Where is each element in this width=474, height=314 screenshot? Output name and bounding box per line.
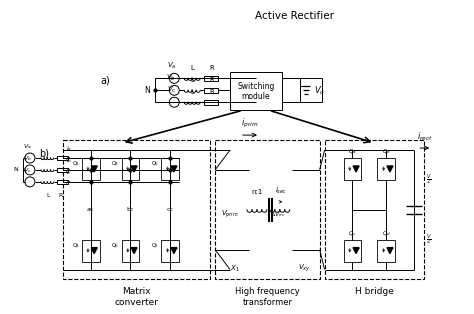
Polygon shape bbox=[131, 248, 137, 254]
Polygon shape bbox=[353, 166, 359, 172]
Text: N: N bbox=[145, 86, 150, 95]
Text: $X_1$: $X_1$ bbox=[230, 264, 240, 274]
Polygon shape bbox=[353, 248, 359, 254]
Text: $i_b$: $i_b$ bbox=[65, 156, 72, 165]
Text: $V_a$: $V_a$ bbox=[166, 61, 176, 71]
Text: Q₃: Q₃ bbox=[112, 161, 118, 166]
Text: $V_{prim}$: $V_{prim}$ bbox=[221, 209, 239, 220]
Polygon shape bbox=[131, 166, 137, 172]
Text: Q₆: Q₆ bbox=[112, 243, 118, 248]
Polygon shape bbox=[171, 166, 177, 172]
Text: R: R bbox=[210, 89, 215, 95]
Bar bbox=[204, 88, 218, 93]
Text: L: L bbox=[46, 193, 50, 198]
Text: $i_c$: $i_c$ bbox=[66, 168, 72, 177]
Text: $i_a$: $i_a$ bbox=[66, 144, 72, 153]
Text: Q₂: Q₂ bbox=[152, 243, 158, 248]
Text: R: R bbox=[210, 77, 215, 83]
Bar bbox=[57, 168, 68, 172]
Text: Matrix
converter: Matrix converter bbox=[114, 287, 158, 307]
Text: $i_{prim}$: $i_{prim}$ bbox=[241, 117, 259, 130]
Bar bbox=[204, 76, 218, 81]
Text: $\Delta V_{ec}$: $\Delta V_{ec}$ bbox=[270, 210, 285, 219]
Bar bbox=[377, 240, 395, 262]
Text: n:1: n:1 bbox=[252, 189, 263, 195]
Text: $V_o$: $V_o$ bbox=[314, 84, 325, 96]
Text: Q₁: Q₁ bbox=[73, 161, 79, 166]
Bar bbox=[230, 72, 282, 110]
Text: $i_{sec}$: $i_{sec}$ bbox=[275, 186, 287, 196]
Text: $Q_b$: $Q_b$ bbox=[382, 147, 391, 156]
Text: $\frac{V}{2}$: $\frac{V}{2}$ bbox=[426, 173, 432, 187]
Text: b): b) bbox=[39, 148, 49, 158]
Text: $V_c$: $V_c$ bbox=[166, 85, 176, 95]
Text: cc: cc bbox=[167, 207, 174, 212]
Text: R: R bbox=[210, 65, 215, 71]
Bar bbox=[57, 156, 68, 160]
Text: L: L bbox=[190, 65, 194, 71]
Bar bbox=[344, 158, 362, 180]
Text: $V_c$: $V_c$ bbox=[23, 166, 31, 175]
Polygon shape bbox=[91, 166, 97, 172]
Text: H bridge: H bridge bbox=[355, 287, 394, 296]
Bar bbox=[161, 240, 179, 262]
Text: High frequency
transformer: High frequency transformer bbox=[235, 287, 300, 307]
Text: R: R bbox=[59, 193, 63, 198]
Text: a): a) bbox=[100, 75, 110, 85]
Bar bbox=[121, 158, 139, 180]
Polygon shape bbox=[387, 248, 393, 254]
Bar bbox=[161, 158, 179, 180]
Text: Active Rectifier: Active Rectifier bbox=[255, 11, 334, 21]
Text: Q₄: Q₄ bbox=[73, 243, 79, 248]
Bar bbox=[63, 140, 210, 279]
Text: Q₅: Q₅ bbox=[152, 161, 158, 166]
Bar bbox=[204, 100, 218, 105]
Text: L: L bbox=[190, 77, 194, 83]
Polygon shape bbox=[387, 166, 393, 172]
Bar bbox=[325, 140, 424, 279]
Bar bbox=[57, 180, 68, 184]
Text: $i_{rect}$: $i_{rect}$ bbox=[417, 131, 433, 143]
Polygon shape bbox=[91, 248, 97, 254]
Text: $V_a$: $V_a$ bbox=[23, 142, 31, 151]
Text: $\frac{V}{2}$: $\frac{V}{2}$ bbox=[426, 233, 432, 247]
Text: N: N bbox=[13, 167, 18, 172]
Bar bbox=[82, 158, 100, 180]
Text: ac: ac bbox=[87, 207, 94, 212]
Bar bbox=[215, 140, 319, 279]
Text: $Q_a$: $Q_a$ bbox=[348, 147, 357, 156]
Text: $V_b$: $V_b$ bbox=[22, 154, 31, 163]
Text: $V_{xy}$: $V_{xy}$ bbox=[299, 263, 311, 274]
Text: $Q_c$: $Q_c$ bbox=[348, 229, 357, 238]
Text: L: L bbox=[190, 89, 194, 95]
Bar bbox=[82, 240, 100, 262]
Text: Switching
module: Switching module bbox=[237, 82, 274, 101]
Bar bbox=[121, 240, 139, 262]
Text: $Q_d$: $Q_d$ bbox=[382, 229, 391, 238]
Bar bbox=[344, 240, 362, 262]
Polygon shape bbox=[171, 248, 177, 254]
Bar bbox=[377, 158, 395, 180]
Text: bc: bc bbox=[127, 207, 134, 212]
Text: $V_b$: $V_b$ bbox=[166, 73, 176, 83]
